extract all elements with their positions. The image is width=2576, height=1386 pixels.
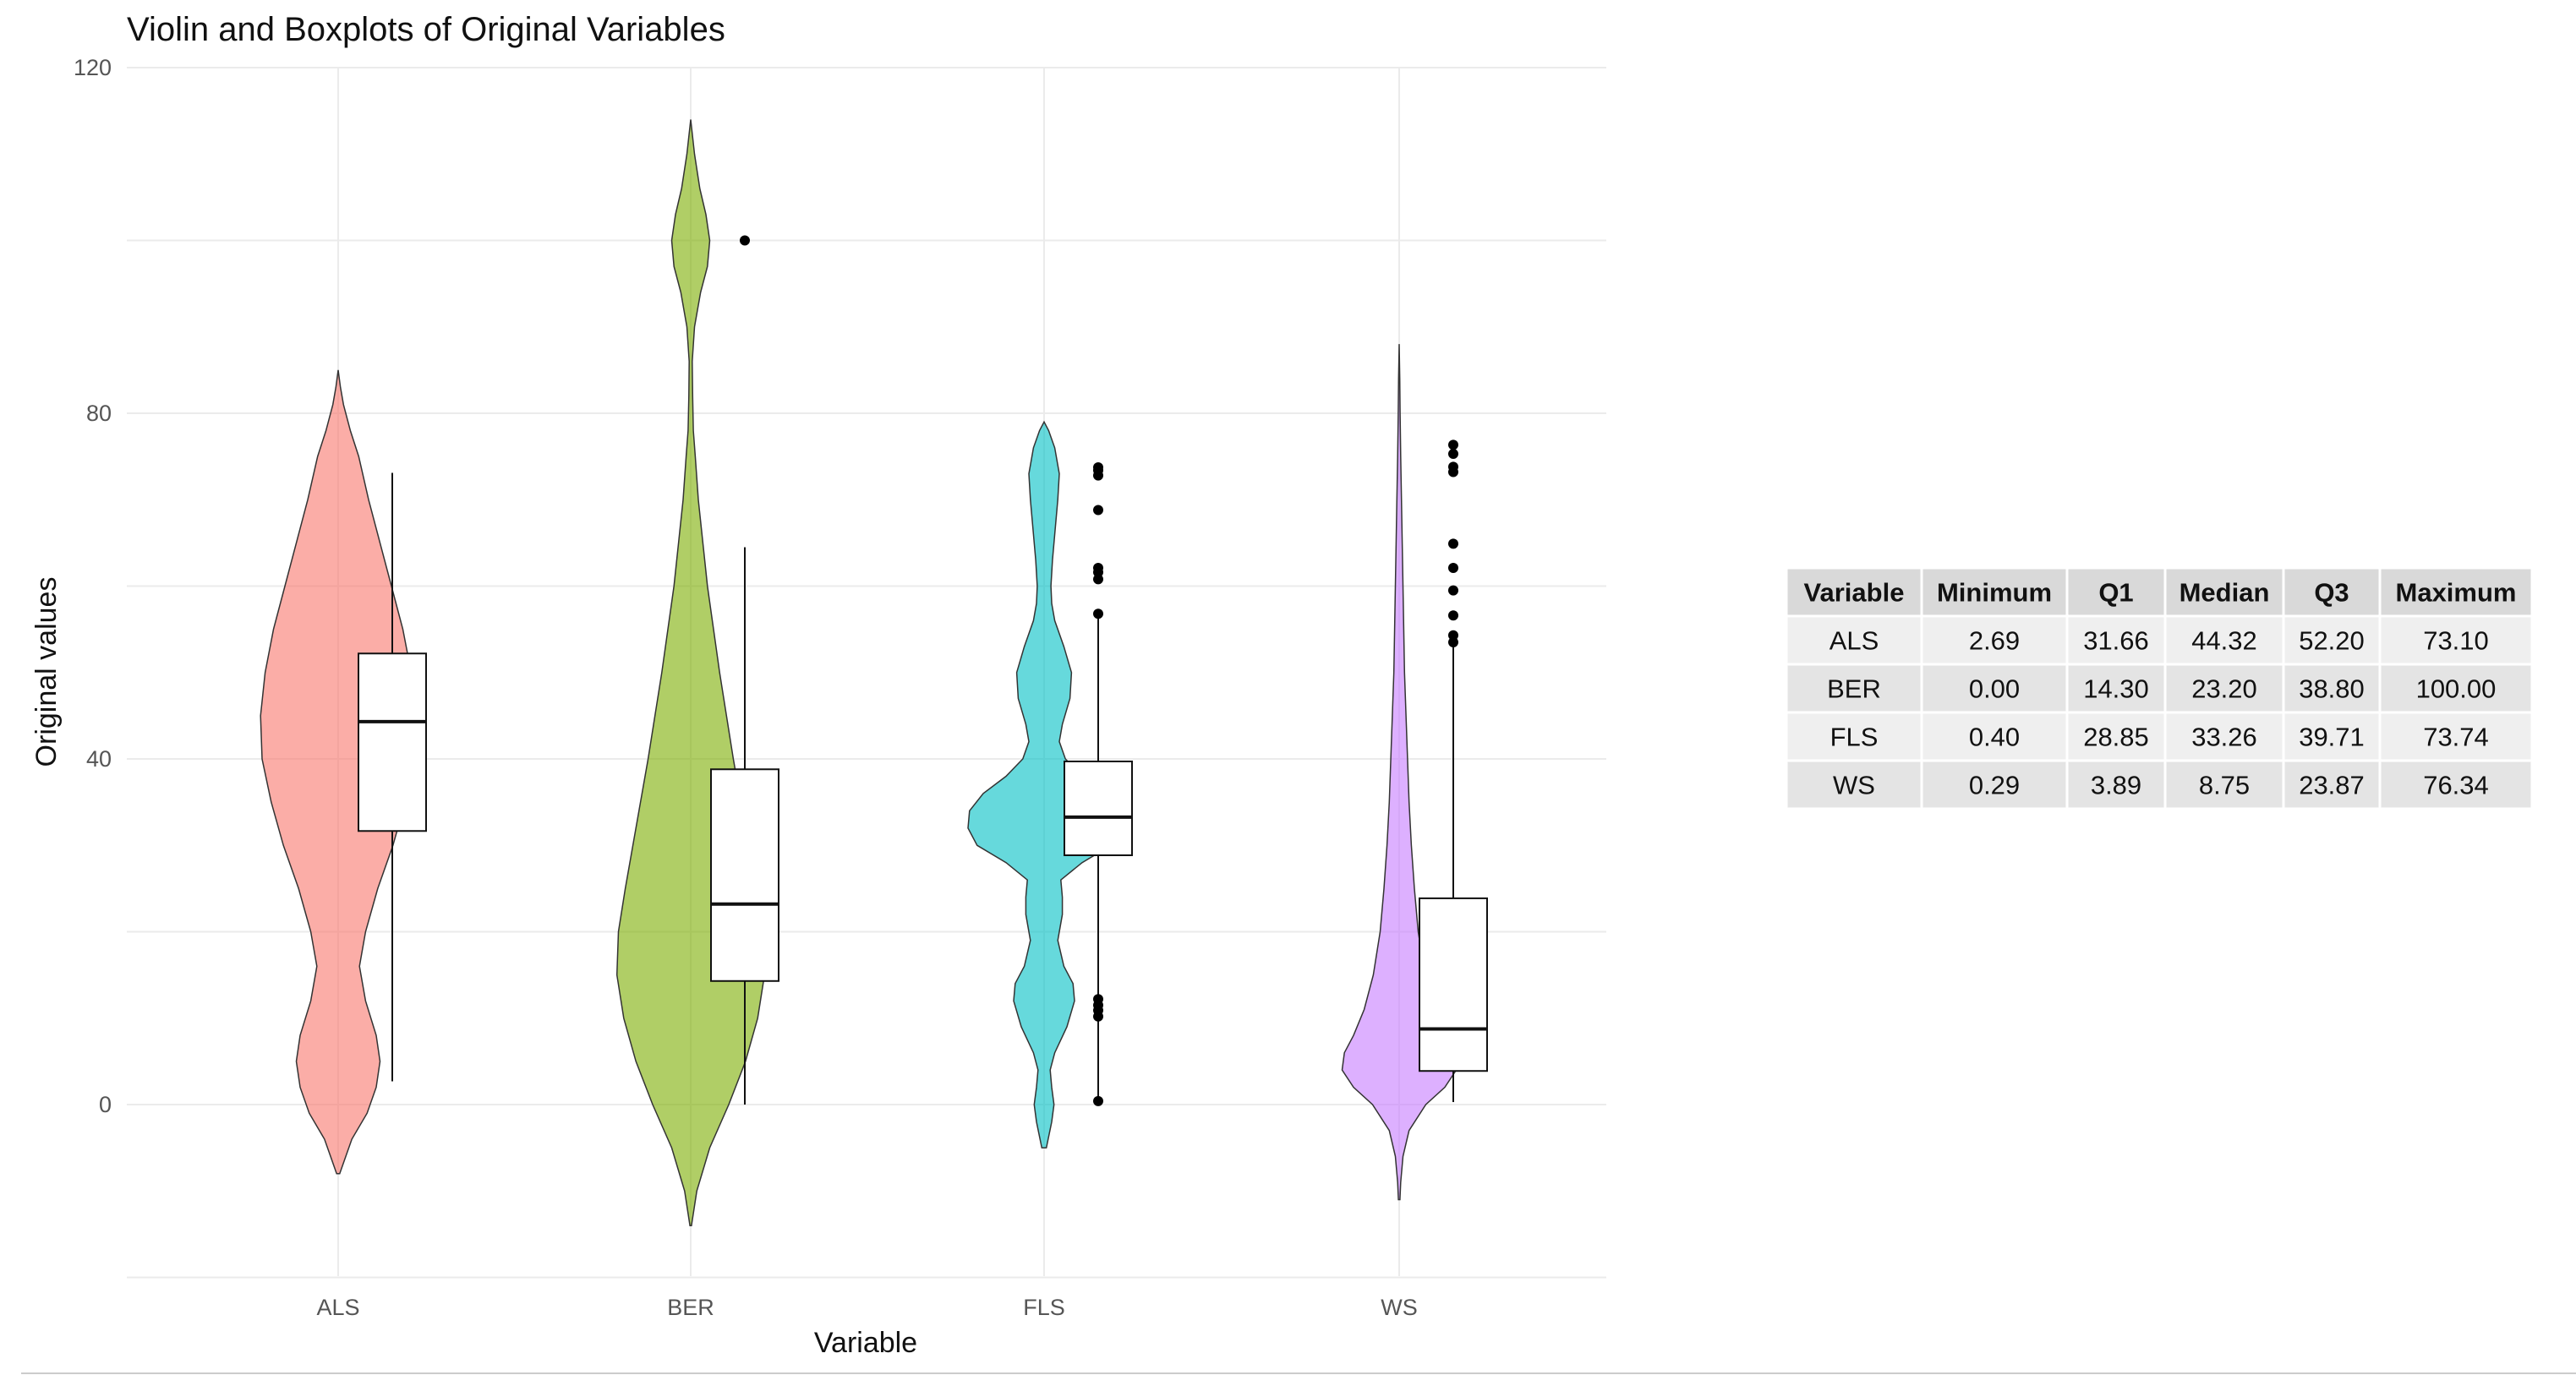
y-tick-label: 40 xyxy=(86,746,112,772)
table-cell-bg xyxy=(1785,711,1923,762)
x-axis-ticks: ALS BER FLS WS xyxy=(316,1295,1417,1320)
table-cell: BER xyxy=(1827,674,1881,704)
x-axis-title: Variable xyxy=(814,1327,917,1359)
table-cell: 52.20 xyxy=(2299,626,2365,656)
table-cell: 0.00 xyxy=(1969,674,2020,704)
table-cell: 33.26 xyxy=(2191,723,2257,752)
y-axis-title: Original values xyxy=(30,577,63,767)
chart-title: Violin and Boxplots of Original Variable… xyxy=(127,11,725,48)
table-cell-bg xyxy=(1920,663,2069,714)
outlier-point xyxy=(1093,1095,1103,1106)
table-header-cell: Q1 xyxy=(2098,578,2133,608)
table-cell: 76.34 xyxy=(2423,771,2489,800)
table-cell-bg xyxy=(1920,614,2069,666)
table-cell: FLS xyxy=(1830,723,1879,752)
table-cell: 8.75 xyxy=(2199,771,2250,800)
violin-layer xyxy=(260,119,1458,1226)
table-cell-bg xyxy=(1920,711,2069,762)
table-cell-bg xyxy=(2163,711,2285,762)
table-row: FLS 0.40 28.85 33.26 39.71 73.74 xyxy=(1785,711,2534,762)
x-tick-label: BER xyxy=(667,1295,714,1320)
table-cell-bg xyxy=(2282,566,2382,618)
outlier-point xyxy=(1448,461,1458,472)
table-cell: ALS xyxy=(1829,626,1879,656)
y-tick-label: 80 xyxy=(86,401,112,426)
y-tick-label: 120 xyxy=(74,55,112,80)
table-cell-bg xyxy=(2163,663,2285,714)
table-cell: 38.80 xyxy=(2299,674,2365,704)
table-cell-bg xyxy=(1920,759,2069,810)
table-cell: 2.69 xyxy=(1969,626,2020,656)
outlier-point xyxy=(1448,630,1458,641)
outlier-point xyxy=(1093,608,1103,619)
table-cell: 3.89 xyxy=(2091,771,2141,800)
boxplot-layer xyxy=(358,235,1488,1106)
table-cell-bg xyxy=(2378,663,2534,714)
table-cell: 28.85 xyxy=(2083,723,2149,752)
outlier-point xyxy=(1093,462,1103,473)
table-cell-bg xyxy=(1785,566,1923,618)
table-row: ALS 2.69 31.66 44.32 52.20 73.10 xyxy=(1785,614,2534,666)
table-cell-bg xyxy=(2065,759,2167,810)
table-cell: 0.40 xyxy=(1969,723,2020,752)
table-cell-bg xyxy=(2378,759,2534,810)
box-ber xyxy=(710,768,779,982)
outlier-point xyxy=(1448,610,1458,621)
box-als xyxy=(358,652,427,832)
table-header-row: Variable Minimum Q1 Median Q3 Maximum xyxy=(1785,566,2534,618)
table-header-cell: Median xyxy=(2179,578,2270,608)
x-tick-label: ALS xyxy=(316,1295,359,1320)
violin-ber xyxy=(615,119,766,1226)
x-tick-label: FLS xyxy=(1023,1295,1065,1320)
table-cell-bg xyxy=(1785,759,1923,810)
table-cell: 73.10 xyxy=(2423,626,2489,656)
outlier-point xyxy=(1448,563,1458,574)
box-ws xyxy=(1419,897,1488,1072)
box-fls xyxy=(1064,760,1133,857)
violin-fls xyxy=(967,420,1121,1149)
summary-table: Variable Minimum Q1 Median Q3 Maximum ALS 2.69 3… xyxy=(1785,566,2534,810)
outlier-point xyxy=(1093,563,1103,574)
table-cell: 73.74 xyxy=(2423,723,2489,752)
x-tick-label: WS xyxy=(1381,1295,1418,1320)
table-cell: 23.20 xyxy=(2191,674,2257,704)
table-cell: 31.66 xyxy=(2083,626,2149,656)
table-cell: 23.87 xyxy=(2299,771,2365,800)
outlier-point xyxy=(1448,538,1458,549)
outlier-point xyxy=(1093,505,1103,516)
table-cell: WS xyxy=(1833,771,1875,800)
table-header-cell: Maximum xyxy=(2396,578,2517,608)
outlier-point xyxy=(1093,994,1103,1005)
table-cell: 39.71 xyxy=(2299,723,2365,752)
table-header-cell: Q3 xyxy=(2314,578,2349,608)
y-tick-label: 0 xyxy=(99,1092,112,1117)
table-row: WS 0.29 3.89 8.75 23.87 76.34 xyxy=(1785,759,2534,810)
table-cell-bg xyxy=(2378,711,2534,762)
table-header-cell: Minimum xyxy=(1937,578,2052,608)
table-cell: 44.32 xyxy=(2191,626,2257,656)
outlier-point xyxy=(740,235,750,246)
violin-als xyxy=(260,369,417,1175)
table-cell: 0.29 xyxy=(1969,771,2020,800)
table-cell: 14.30 xyxy=(2083,674,2149,704)
table-cell-bg xyxy=(2163,566,2285,618)
outlier-point xyxy=(1448,449,1458,460)
outlier-point xyxy=(1448,585,1458,596)
table-cell-bg xyxy=(2163,759,2285,810)
y-axis-ticks: 0 40 80 120 xyxy=(74,55,112,1117)
outlier-point xyxy=(1448,439,1458,450)
table-header-cell: Variable xyxy=(1804,578,1905,608)
table-row: BER 0.00 14.30 23.20 38.80 100.00 xyxy=(1785,663,2534,714)
table-cell: 100.00 xyxy=(2416,674,2497,704)
